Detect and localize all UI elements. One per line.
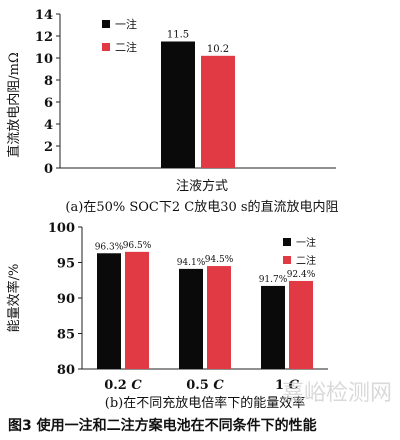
chart-a-legend-swatch xyxy=(102,43,110,51)
chart-b-data-label: 94.1% xyxy=(177,258,206,268)
chart-a-y-tick-label: 6 xyxy=(44,96,53,111)
chart-a-bars xyxy=(161,41,235,168)
figure-caption: 图3 使用一注和二注方案电池在不同条件下的性能 xyxy=(8,417,317,434)
chart-b-bars xyxy=(97,251,313,369)
chart-a-data-label: 10.2 xyxy=(207,44,229,55)
chart-b-y-tick-label: 85 xyxy=(57,328,75,343)
chart-b-bar-1-3 xyxy=(261,285,285,369)
chart-a-y-tick-label: 10 xyxy=(35,52,53,67)
watermark: 嘉峪检测网 xyxy=(282,381,392,406)
chart-b-x-tick-label: 0.5 C xyxy=(186,378,224,393)
chart-b-caption: (b)在不同充放电倍率下的能量效率 xyxy=(105,395,305,411)
chart-b-y-axis-label: 能量效率/% xyxy=(6,264,22,333)
chart-b-legend-label: 二注 xyxy=(296,254,316,267)
chart-b-y-ticks: 80 85 90 95 100 xyxy=(48,221,82,378)
chart-a-y-tick-label: 8 xyxy=(44,74,53,89)
chart-b-y-tick-label: 90 xyxy=(57,292,75,307)
chart-b-legend-swatch xyxy=(283,256,291,264)
chart-a-data-label: 11.5 xyxy=(167,30,189,41)
chart-a-data-labels: 11.5 10.2 xyxy=(167,30,229,55)
chart-b-data-labels: 96.3% 94.1% 91.7% 96.5% 94.5% 92.4% xyxy=(95,241,316,285)
chart-b-bar-1-2 xyxy=(179,268,203,369)
chart-a-caption: (a)在50% SOC下2 C放电30 s的直流放电内阻 xyxy=(65,199,338,215)
chart-a-legend-swatch xyxy=(102,20,110,28)
chart-a-legend-label: 一注 xyxy=(115,17,137,31)
chart-a-bar-2-1 xyxy=(201,55,235,168)
chart-b-data-label: 94.5% xyxy=(205,255,234,265)
chart-a-legend-label: 二注 xyxy=(115,40,137,54)
chart-a-y-ticks: 0 2 4 6 8 10 12 14 xyxy=(35,8,60,177)
chart-b-x-tick-label: 1 C xyxy=(275,378,300,393)
chart-b-x-tick-label: 0.2 C xyxy=(104,378,142,393)
chart-b-bar-2-3 xyxy=(289,280,313,369)
chart-b-legend-swatch xyxy=(283,238,291,246)
chart-b-data-label: 96.3% xyxy=(95,242,124,252)
chart-a-y-tick-label: 12 xyxy=(35,30,53,45)
chart-b-bar-1-1 xyxy=(97,253,121,369)
chart-panel-b: 80 85 90 95 100 96.3% 94.1% 91.7% 96.5% 94.5% 92.… xyxy=(6,221,328,411)
chart-a-y-tick-label: 2 xyxy=(44,140,53,155)
chart-b-y-tick-label: 100 xyxy=(48,221,75,236)
chart-a-y-tick-label: 4 xyxy=(44,118,53,133)
chart-b-data-label: 92.4% xyxy=(287,270,316,280)
chart-b-bar-2-2 xyxy=(207,266,231,369)
chart-b-y-tick-label: 95 xyxy=(57,257,75,272)
chart-b-x-ticks: 0.2 C 0.5 C 1 C xyxy=(104,378,299,393)
chart-a-axes xyxy=(59,14,336,169)
chart-a-bar-1-1 xyxy=(161,41,195,168)
chart-b-bar-2-1 xyxy=(125,251,149,369)
chart-b-data-label: 96.5% xyxy=(123,241,152,251)
chart-b-y-tick-label: 80 xyxy=(57,363,75,378)
chart-a-y-tick-label: 14 xyxy=(35,8,53,23)
chart-a-y-axis-label: 直流放电内阻/mΩ xyxy=(6,52,22,158)
chart-a-x-axis-label: 注液方式 xyxy=(176,178,228,194)
chart-a-y-tick-label: 0 xyxy=(44,162,53,177)
chart-b-data-label: 91.7% xyxy=(259,275,288,285)
chart-b-legend-label: 一注 xyxy=(296,236,316,249)
